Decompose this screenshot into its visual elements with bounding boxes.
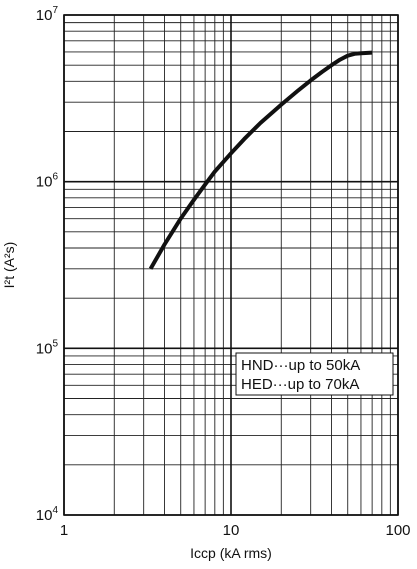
legend-text-hnd: HND···up to 50kA xyxy=(241,357,360,374)
y-axis-label: I²t (A²s) xyxy=(1,242,17,289)
series-layer xyxy=(148,50,373,270)
x-tick-label: 1 xyxy=(60,522,68,539)
legend-box: HND···up to 50kA HED···up to 70kA xyxy=(235,352,394,396)
legend-background xyxy=(235,352,394,396)
x-axis-label: Iccp (kA rms) xyxy=(190,545,272,561)
y-tick-label: 105 xyxy=(36,338,59,357)
x-tick-label: 10 xyxy=(223,522,240,539)
x-tick-label: 100 xyxy=(385,522,410,539)
legend-text-hed: HED···up to 70kA xyxy=(241,376,359,393)
series-line-0 xyxy=(148,50,373,270)
y-tick-labels: 104 105 106 107 xyxy=(36,5,59,524)
y-tick-label: 104 xyxy=(36,505,59,524)
y-tick-label: 107 xyxy=(36,5,59,24)
y-tick-label: 106 xyxy=(36,172,59,191)
plot-frame xyxy=(63,14,399,516)
x-tick-labels: 1 10 100 xyxy=(60,522,411,539)
